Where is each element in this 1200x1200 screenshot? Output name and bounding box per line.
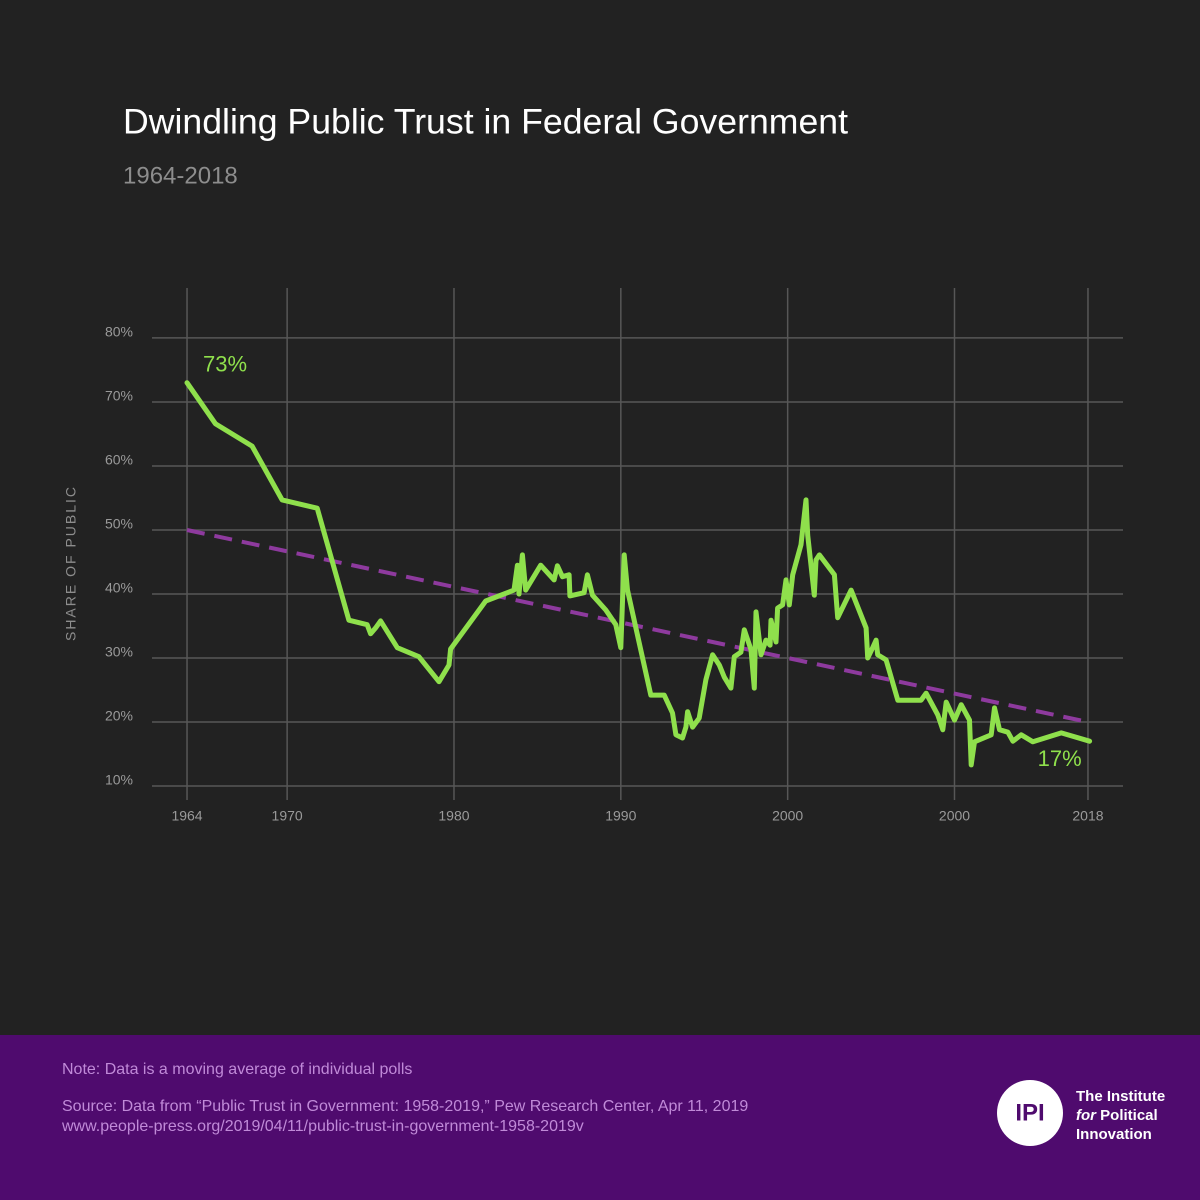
value-label: 17%	[1038, 746, 1082, 771]
logo-text: for	[1076, 1107, 1097, 1124]
logo-text: for Political	[1076, 1107, 1158, 1124]
y-tick-label: 40%	[105, 580, 133, 596]
plot-area: 10% 20% 30% 40% 50% 60% 70% 80% 1964 1970 1980 1990…	[105, 288, 1123, 824]
y-tick-label: 60%	[105, 452, 133, 468]
value-label: 73%	[203, 352, 247, 377]
x-tick-label: 1980	[438, 808, 469, 824]
footer-source: Source: Data from “Public Trust in Gover…	[62, 1098, 748, 1115]
y-tick-label: 10%	[105, 772, 133, 788]
x-tick-label: 1970	[272, 808, 303, 824]
footer-note: Note: Data is a moving average of indivi…	[62, 1061, 412, 1078]
x-tick-label: 2000	[939, 808, 970, 824]
x-tick-label: 2018	[1072, 808, 1103, 824]
x-tick-label: 1964	[171, 808, 202, 824]
y-tick-label: 30%	[105, 644, 133, 660]
y-tick-label: 80%	[105, 324, 133, 340]
y-tick-label: 70%	[105, 388, 133, 404]
logo-text: The Institute	[1076, 1088, 1165, 1105]
logo-text: Innovation	[1076, 1126, 1152, 1143]
x-tick-label: 2000	[772, 808, 803, 824]
chart-subtitle: 1964-2018	[123, 162, 238, 189]
logo-text: Political	[1100, 1107, 1158, 1124]
y-tick-label: 50%	[105, 516, 133, 532]
data-line	[184, 380, 1093, 768]
x-tick-label: 1990	[605, 808, 636, 824]
logo-circle	[997, 1080, 1063, 1146]
footer-url: www.people-press.org/2019/04/11/public-t…	[61, 1118, 584, 1135]
logo-mark: IPI	[1015, 1099, 1044, 1126]
y-axis-label: SHARE OF PUBLIC	[63, 485, 79, 641]
y-tick-label: 20%	[105, 708, 133, 724]
chart-title: Dwindling Public Trust in Federal Govern…	[123, 102, 848, 141]
